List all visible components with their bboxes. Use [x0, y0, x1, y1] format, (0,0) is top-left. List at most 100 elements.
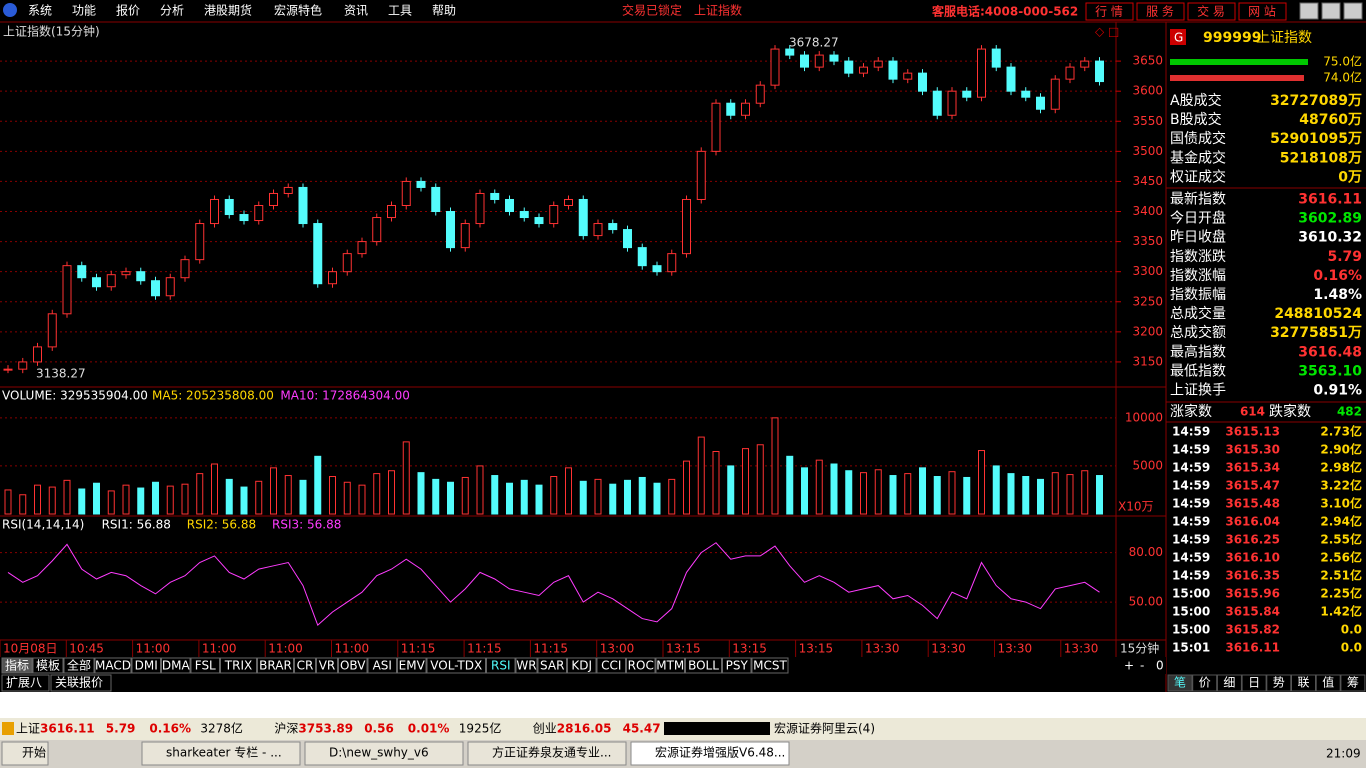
top-button[interactable] — [1085, 2, 1134, 21]
indicator-tab[interactable] — [367, 657, 397, 674]
indicator-tab[interactable] — [338, 657, 368, 674]
y-tick-label: 3150 — [1132, 354, 1163, 368]
zoom-button[interactable]: 0 — [1156, 659, 1164, 673]
indicator-tab[interactable] — [426, 657, 486, 674]
indicator-tab[interactable] — [486, 657, 516, 674]
quote-label: 总成交额 — [1170, 324, 1226, 341]
status-item: 1925亿 — [459, 721, 502, 736]
zoom-button[interactable]: - — [1140, 659, 1144, 673]
y-tick-label: 3250 — [1132, 294, 1163, 308]
detail-tab[interactable] — [1216, 674, 1242, 692]
indicator-tab[interactable] — [1, 657, 33, 674]
task-window[interactable] — [630, 741, 790, 766]
top-button[interactable] — [1136, 2, 1185, 21]
extra-tab-label: 关联报价 — [55, 675, 103, 690]
detail-tab[interactable] — [1192, 674, 1218, 692]
menu-item[interactable]: 报价 — [116, 3, 140, 18]
detail-tab[interactable] — [1291, 674, 1316, 692]
volume-bar — [845, 470, 853, 515]
menu-item[interactable]: 宏源特色 — [274, 3, 322, 18]
candle — [947, 90, 957, 116]
extra-tab[interactable] — [1, 674, 50, 692]
status-item: 0.56 — [364, 722, 394, 736]
indicator-tab[interactable] — [32, 657, 64, 674]
candle — [977, 48, 986, 98]
task-window[interactable] — [141, 741, 301, 766]
indicator-tab[interactable] — [294, 657, 316, 674]
indicator-tab[interactable] — [397, 657, 427, 674]
candle — [106, 274, 116, 288]
status-icon — [2, 722, 14, 735]
menu-item[interactable]: 功能 — [72, 4, 96, 18]
window-control[interactable] — [1343, 2, 1363, 20]
indicator-tab[interactable] — [220, 657, 257, 674]
indicator-tab[interactable] — [751, 657, 789, 674]
task-window[interactable] — [304, 741, 464, 766]
detail-tab[interactable] — [1315, 674, 1341, 692]
detail-tab[interactable] — [1241, 674, 1267, 692]
candle — [1021, 90, 1031, 98]
indicator-tab[interactable] — [655, 657, 685, 674]
tick-price: 3616.35 — [1225, 569, 1280, 583]
candle — [1006, 66, 1016, 92]
menu-item[interactable]: 资讯 — [344, 4, 368, 18]
candle — [578, 198, 588, 237]
volume-bar — [358, 484, 366, 515]
candle — [711, 102, 721, 152]
volume-header: MA5: 205235808.00 — [152, 389, 274, 403]
indicator-tab[interactable] — [131, 657, 161, 674]
indicator-tab-label: WR — [516, 659, 536, 673]
volume-bar — [948, 471, 956, 515]
indicator-tab[interactable] — [316, 657, 338, 674]
top-button[interactable] — [1238, 2, 1287, 21]
menu-item[interactable]: 工具 — [388, 4, 412, 18]
y-tick-label: 80.00 — [1129, 545, 1163, 559]
indicator-tab[interactable] — [685, 657, 722, 674]
extra-tab[interactable] — [50, 674, 112, 692]
indicator-tab[interactable] — [94, 657, 132, 674]
indicator-tab[interactable] — [722, 657, 752, 674]
indicator-tab-label: 模板 — [36, 659, 60, 673]
candle — [903, 72, 913, 80]
candle — [224, 198, 234, 216]
window-control[interactable] — [1299, 2, 1319, 20]
menu-item[interactable]: 帮助 — [432, 4, 456, 18]
tick-volume: 2.98亿 — [1320, 460, 1362, 475]
indicator-tab[interactable] — [515, 657, 538, 674]
panel-icons[interactable]: ◇ □ — [1095, 25, 1119, 39]
indicator-tab[interactable] — [63, 657, 95, 674]
detail-tab[interactable] — [1266, 674, 1292, 692]
volume-bar — [137, 487, 145, 515]
indicator-tab[interactable] — [596, 657, 626, 674]
indicator-tab-label: DMI — [135, 659, 158, 673]
task-window[interactable] — [467, 741, 627, 766]
volume-bar — [668, 478, 676, 515]
indicator-tab-label: DMA — [162, 659, 191, 673]
broker-name: 宏源证券阿里云(4) — [774, 721, 875, 736]
indicator-tab[interactable] — [537, 657, 567, 674]
menu-item[interactable]: 港股期货 — [204, 3, 252, 18]
indicator-tab[interactable] — [626, 657, 656, 674]
task-window-label: D:\new_swhy_v6 — [329, 746, 429, 760]
top-button[interactable] — [1187, 2, 1236, 21]
tick-volume: 2.51亿 — [1320, 568, 1362, 583]
menu-item[interactable]: 系统 — [28, 4, 52, 18]
candle — [534, 217, 544, 225]
start-button[interactable] — [1, 741, 49, 766]
candle — [18, 361, 28, 370]
detail-tab[interactable] — [1340, 674, 1366, 692]
indicator-tab[interactable] — [257, 657, 294, 674]
zoom-button[interactable]: + — [1124, 659, 1134, 673]
tick-time: 14:59 — [1172, 479, 1210, 493]
menu-item[interactable]: 分析 — [160, 4, 184, 18]
detail-tab[interactable] — [1167, 674, 1193, 692]
indicator-tab-label: BOLL — [688, 659, 719, 673]
indicator-tab[interactable] — [567, 657, 597, 674]
indicator-tab[interactable] — [190, 657, 220, 674]
window-control[interactable] — [1321, 2, 1341, 20]
indicator-tab[interactable] — [161, 657, 191, 674]
tick-time: 15:00 — [1172, 587, 1210, 601]
volume-bar — [417, 472, 425, 515]
tick-volume: 3.10亿 — [1320, 496, 1362, 511]
status-item: 3616.11 — [40, 722, 95, 736]
